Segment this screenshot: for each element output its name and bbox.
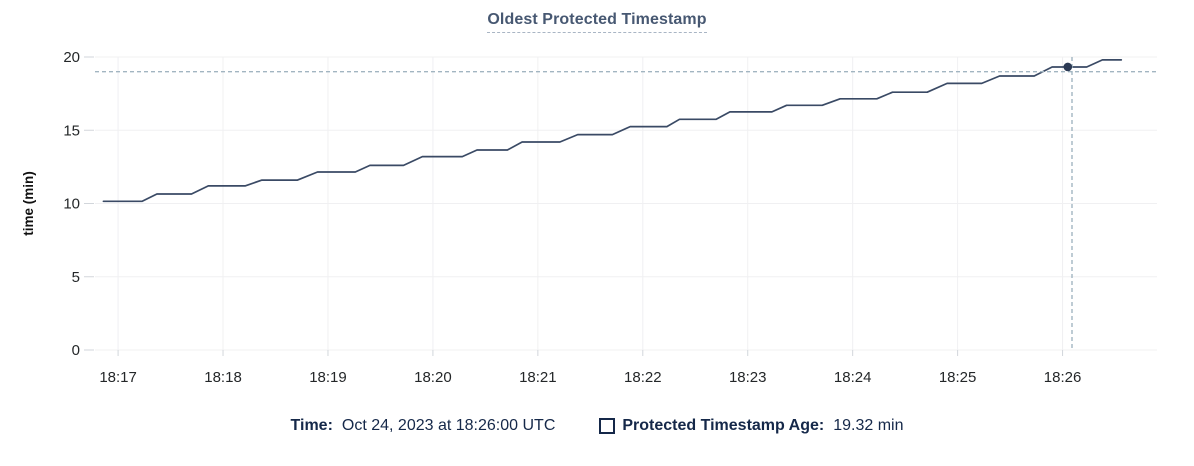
y-axis-title: time (min) (21, 171, 36, 236)
x-tick-label: 18:23 (729, 369, 767, 386)
x-tick-label: 18:17 (99, 369, 137, 386)
highlight-dot (1063, 62, 1073, 72)
x-tick-label: 18:25 (939, 369, 977, 386)
x-tick-label: 18:21 (519, 369, 557, 386)
x-tick-label: 18:24 (834, 369, 872, 386)
series-label: Protected Timestamp Age: (622, 417, 825, 434)
x-tick-label: 18:26 (1044, 369, 1082, 386)
y-tick-label: 5 (72, 269, 80, 286)
series-value: 19.32 min (833, 417, 904, 434)
x-tick-label: 18:18 (204, 369, 242, 386)
hover-legend: Time: Oct 24, 2023 at 18:26:00 UTC Prote… (0, 390, 1194, 435)
y-tick-label: 0 (72, 342, 80, 359)
x-tick-label: 18:20 (414, 369, 452, 386)
y-tick-label: 20 (63, 49, 80, 66)
y-tick-label: 10 (63, 196, 80, 213)
series-line (102, 59, 1123, 203)
x-tick-label: 18:22 (624, 369, 662, 386)
series-swatch (599, 418, 616, 434)
time-label: Time: (290, 417, 333, 434)
chart-title[interactable]: Oldest Protected Timestamp (487, 11, 707, 33)
chart-header: Oldest Protected Timestamp (0, 0, 1194, 38)
time-value: Oct 24, 2023 at 18:26:00 UTC (341, 417, 556, 434)
timeseries-plot[interactable]: 0 5 10 15 20 18:17 18:18 18:19 18:20 18:21 18:22 18… (0, 38, 1194, 390)
x-tick-label: 18:19 (309, 369, 347, 386)
y-tick-label: 15 (63, 122, 80, 139)
